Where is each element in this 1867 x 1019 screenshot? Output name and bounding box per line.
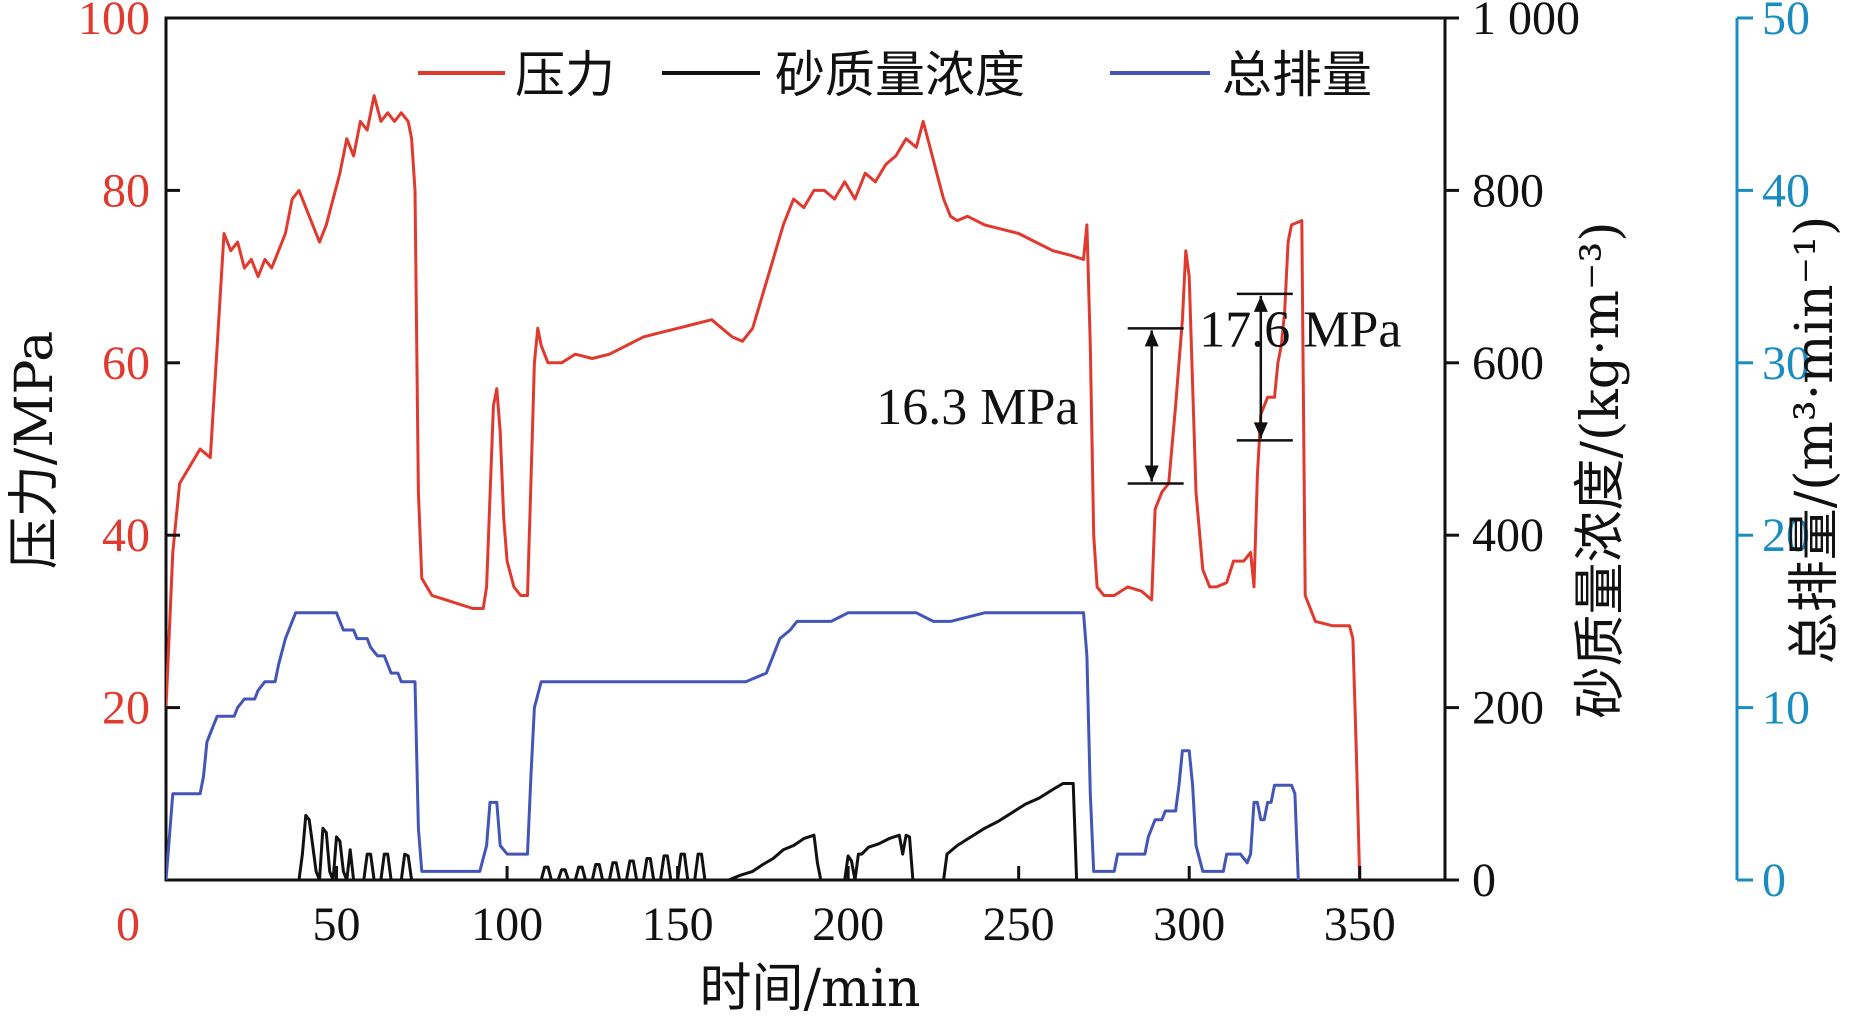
annotation-arrowhead-down (1144, 465, 1159, 482)
series-line-rate (166, 611, 1300, 880)
sand-tick-label: 0 (1472, 854, 1496, 907)
pressure-tick-label: 60 (102, 337, 150, 390)
sand-axis: 0 200 400 600 800 1 000 (1445, 0, 1580, 907)
rate-tick-label: 40 (1762, 164, 1810, 217)
x-tick-label: 350 (1324, 898, 1396, 951)
x-axis: 50 100 150 200 250 300 350 (313, 866, 1396, 951)
x-tick-label: 200 (812, 898, 884, 951)
legend-label-rate: 总排量 (1222, 46, 1372, 104)
rate-tick-label: 50 (1762, 0, 1810, 45)
x-tick-label: 50 (313, 898, 361, 951)
series-line-sand (166, 782, 1079, 880)
rate-tick-label: 10 (1762, 682, 1810, 735)
origin-label: 0 (116, 898, 140, 951)
x-tick-label: 250 (983, 898, 1055, 951)
pressure-tick-label: 20 (102, 682, 150, 735)
sand-axis-title: 砂质量浓度/(kg·m⁻³) (1571, 221, 1631, 718)
annotation-label: 16.3 MPa (876, 379, 1078, 436)
pressure-axis: 20 40 60 80 100 (78, 0, 180, 735)
annotation-arrowhead-down (1253, 422, 1268, 439)
annotation-arrowhead-up (1253, 295, 1268, 312)
pressure-tick-label: 100 (78, 0, 150, 45)
sand-tick-label: 200 (1472, 682, 1544, 735)
pressure-axis-title: 压力/MPa (5, 331, 65, 569)
plot-frame (164, 16, 1447, 882)
series-layer (166, 94, 1362, 880)
x-tick-label: 300 (1153, 898, 1225, 951)
rate-tick-label: 30 (1762, 337, 1810, 390)
pressure-tick-label: 80 (102, 164, 150, 217)
annotations: 16.3 MPa 17.6 MPa (876, 292, 1401, 485)
legend: 压力 砂质量浓度 总排量 (418, 46, 1372, 104)
rate-tick-label: 0 (1762, 854, 1786, 907)
annotation-label: 17.6 MPa (1199, 301, 1401, 358)
legend-label-sand: 砂质量浓度 (775, 46, 1025, 104)
series-line-pressure (166, 94, 1362, 880)
sand-tick-label: 600 (1472, 337, 1544, 390)
sand-tick-label: 800 (1472, 164, 1544, 217)
x-tick-label: 100 (471, 898, 543, 951)
pressure-tick-label: 40 (102, 509, 150, 562)
annotation-arrowhead-up (1144, 330, 1159, 347)
x-axis-title: 时间/min (700, 959, 921, 1019)
sand-tick-label: 1 000 (1472, 0, 1580, 45)
rate-axis-title: 总排量/(m³·min⁻¹) (1785, 216, 1845, 665)
rate-tick-label: 20 (1762, 509, 1810, 562)
x-tick-label: 150 (642, 898, 714, 951)
rate-axis: 0 10 20 30 40 50 (1735, 0, 1810, 907)
legend-label-pressure: 压力 (515, 46, 615, 104)
sand-tick-label: 400 (1472, 509, 1544, 562)
